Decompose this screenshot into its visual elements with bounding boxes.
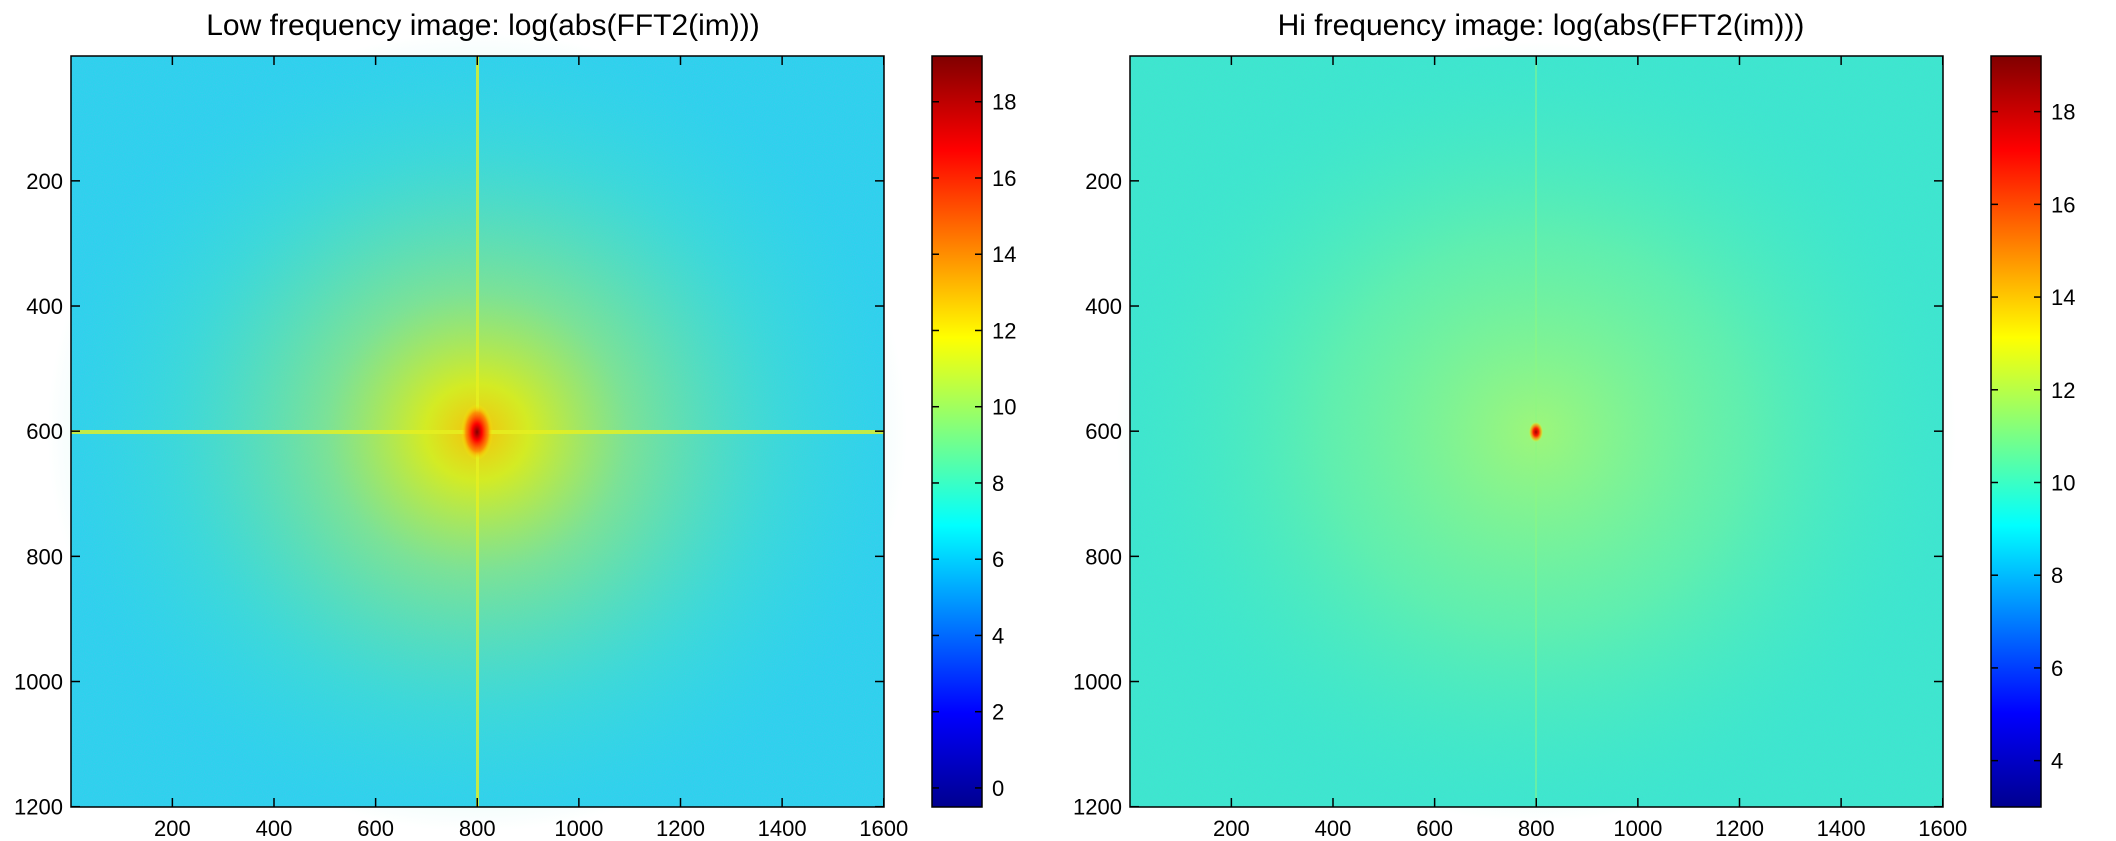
colorbar-tick-label: 8 [992, 471, 1004, 496]
x-tick-label: 800 [459, 816, 496, 841]
colorbar-tick-label: 2 [992, 700, 1004, 725]
colorbar-ticks: 0 2 4 6 8 10 12 14 16 18 [932, 90, 1016, 801]
colorbar-tick-label: 14 [992, 242, 1016, 267]
x-tick-label: 200 [1213, 816, 1250, 841]
peak-spot [461, 404, 493, 460]
y-tick-label: 400 [26, 294, 63, 319]
colorbar-ticks: 4 6 8 10 12 14 16 18 [1991, 100, 2075, 774]
x-tick-label: 1200 [1715, 816, 1764, 841]
y-tick-label: 400 [1085, 294, 1122, 319]
x-tick-label: 1600 [1918, 816, 1967, 841]
chart-title: Hi frequency image: log(abs(FFT2(im))) [1278, 9, 1805, 42]
x-tick-label: 1600 [859, 816, 908, 841]
colorbar-tick-label: 16 [2051, 192, 2075, 217]
colorbar-tick-label: 4 [992, 623, 1004, 648]
heatmap-panel-hi-frequency: Hi frequency image: log(abs(FFT2(im))) 2… [1073, 9, 2075, 841]
x-tick-label: 600 [1416, 816, 1453, 841]
y-tick-label: 1200 [1073, 795, 1122, 820]
x-tick-label: 200 [154, 816, 191, 841]
y-tick-label: 1200 [14, 795, 63, 820]
x-tick-label: 800 [1518, 816, 1555, 841]
plot-area [47, 32, 907, 832]
y-tick-label: 1000 [14, 670, 63, 695]
heatmap-panel-low-frequency: Low frequency image: log(abs(FFT2(im))) … [14, 9, 1016, 841]
colorbar: 0 2 4 6 8 10 12 14 16 18 [931, 55, 1016, 808]
colorbar-tick-label: 12 [2051, 378, 2075, 403]
colorbar-tick-label: 16 [992, 166, 1016, 191]
colorbar-tick-label: 14 [2051, 285, 2075, 310]
colorbar-tick-label: 4 [2051, 749, 2063, 774]
colorbar-tick-label: 6 [992, 547, 1004, 572]
colorbar-tick-label: 0 [992, 776, 1004, 801]
colorbar-gradient [931, 55, 983, 808]
x-tick-label: 1400 [1817, 816, 1866, 841]
peak-spot [1529, 422, 1543, 442]
x-tick-label: 1400 [758, 816, 807, 841]
colorbar-tick-label: 8 [2051, 563, 2063, 588]
x-tick-label: 400 [1315, 816, 1352, 841]
colorbar-tick-label: 18 [992, 90, 1016, 115]
y-tick-label: 600 [1085, 419, 1122, 444]
colorbar-gradient [1990, 55, 2042, 808]
x-tick-label: 400 [256, 816, 293, 841]
y-tick-label: 800 [26, 544, 63, 569]
axes: 200 400 600 800 1000 1200 1400 1600 200 400 600 800… [14, 56, 908, 841]
colorbar-tick-label: 10 [992, 395, 1016, 420]
x-tick-label: 600 [357, 816, 394, 841]
colorbar-tick-label: 6 [2051, 656, 2063, 681]
x-tick-label: 1000 [1613, 816, 1662, 841]
plot-area [1116, 42, 1956, 822]
colorbar-tick-label: 12 [992, 318, 1016, 343]
x-tick-label: 1000 [554, 816, 603, 841]
colorbar-tick-label: 18 [2051, 100, 2075, 125]
axes: 200 400 600 800 1000 1200 1400 1600 200 400 600 800… [1073, 56, 1967, 841]
y-tick-label: 200 [26, 169, 63, 194]
colorbar-tick-label: 10 [2051, 470, 2075, 495]
y-tick-label: 600 [26, 419, 63, 444]
x-tick-label: 1200 [656, 816, 705, 841]
y-tick-label: 1000 [1073, 670, 1122, 695]
y-tick-label: 800 [1085, 544, 1122, 569]
y-tick-label: 200 [1085, 169, 1122, 194]
colorbar: 4 6 8 10 12 14 16 18 [1990, 55, 2075, 808]
